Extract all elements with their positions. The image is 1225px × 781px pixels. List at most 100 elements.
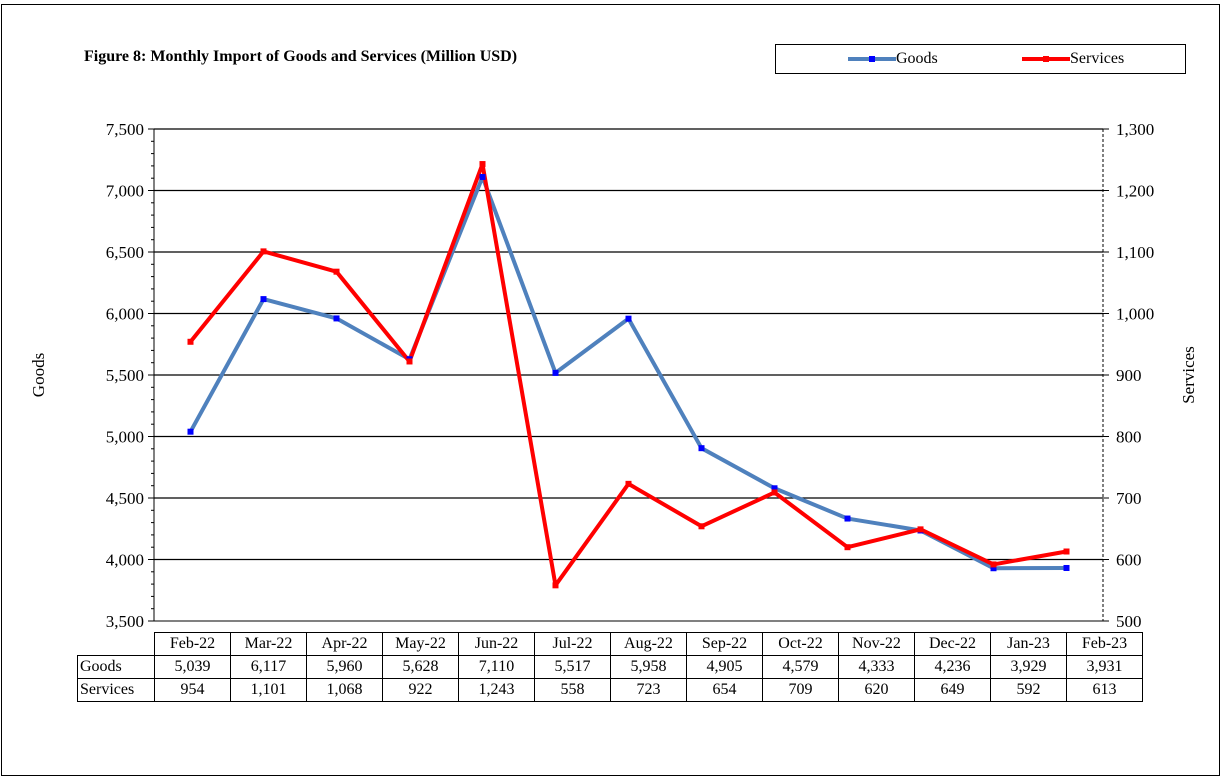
- table-cell: 5,628: [382, 655, 459, 679]
- table-row: Goods 5,039 6,117 5,960 5,628 7,110 5,517 5,958…: [77, 655, 1143, 679]
- table-row-label: Services: [77, 678, 155, 702]
- y2-tick-label: 800: [1116, 428, 1142, 447]
- table-cell: 649: [914, 678, 991, 702]
- category-label: Feb-22: [154, 632, 231, 656]
- table-cell: 592: [990, 678, 1067, 702]
- services-point: [333, 268, 340, 275]
- table-cell: 5,517: [534, 655, 611, 679]
- table-cell: 3,931: [1066, 655, 1143, 679]
- goods-point: [479, 173, 486, 180]
- y-tick-label: 6,500: [106, 243, 144, 262]
- y-tick-label: 4,000: [106, 551, 144, 570]
- table-cell: 954: [154, 678, 231, 702]
- y2-tick-label: 500: [1116, 612, 1142, 631]
- goods-point: [771, 485, 778, 492]
- services-point: [844, 544, 851, 551]
- table-cell: 5,958: [610, 655, 687, 679]
- table-row: Services 954 1,101 1,068 922 1,243 558 723 654 70…: [77, 678, 1143, 702]
- category-label: Aug-22: [610, 632, 687, 656]
- legend-item-goods: Goods: [848, 49, 938, 69]
- category-label: Dec-22: [914, 632, 991, 656]
- table-cell: 6,117: [230, 655, 307, 679]
- table-cell: 5,039: [154, 655, 231, 679]
- y2-tick-label: 900: [1116, 366, 1142, 385]
- goods-point: [333, 315, 340, 322]
- table-corner: [77, 632, 155, 656]
- services-point: [1063, 548, 1070, 555]
- services-point: [771, 489, 778, 496]
- y-tick-label: 5,500: [106, 366, 144, 385]
- table-cell: 1,101: [230, 678, 307, 702]
- category-label: Sep-22: [686, 632, 763, 656]
- y-tick-label: 4,500: [106, 489, 144, 508]
- y2-tick-label: 700: [1116, 489, 1142, 508]
- legend-swatch-services: [1022, 49, 1070, 69]
- goods-point: [844, 515, 851, 522]
- y-axis-title: Goods: [29, 353, 48, 397]
- goods-point: [187, 428, 194, 435]
- y-tick-label: 5,000: [106, 428, 144, 447]
- services-point: [260, 248, 267, 255]
- table-row-label: Goods: [77, 655, 155, 679]
- legend-item-services: Services: [1022, 49, 1124, 69]
- category-label: Jan-23: [990, 632, 1067, 656]
- category-label: Feb-23: [1066, 632, 1143, 656]
- goods-point: [625, 315, 632, 322]
- table-cell: 1,243: [458, 678, 535, 702]
- y-tick-label: 7,500: [106, 120, 144, 139]
- table-cell: 613: [1066, 678, 1143, 702]
- table-cell: 654: [686, 678, 763, 702]
- table-cell: 3,929: [990, 655, 1067, 679]
- table-cell: 4,236: [914, 655, 991, 679]
- y-tick-label: 7,000: [106, 182, 144, 201]
- legend-label-services: Services: [1070, 50, 1125, 67]
- legend-label-goods: Goods: [896, 50, 938, 67]
- services-point: [187, 338, 194, 345]
- category-label: May-22: [382, 632, 459, 656]
- legend-swatch-goods: [848, 49, 896, 69]
- category-label: Jul-22: [534, 632, 611, 656]
- y-tick-label: 6,000: [106, 305, 144, 324]
- goods-point: [260, 296, 267, 303]
- y-tick-label: 3,500: [106, 612, 144, 631]
- table-cell: 4,333: [838, 655, 915, 679]
- table-cell: 922: [382, 678, 459, 702]
- category-label: Jun-22: [458, 632, 535, 656]
- table-cell: 7,110: [458, 655, 535, 679]
- table-cell: 620: [838, 678, 915, 702]
- y2-tick-label: 1,300: [1116, 120, 1154, 139]
- services-point: [552, 582, 559, 589]
- legend: Goods Services: [775, 44, 1186, 74]
- data-table: Feb-22 Mar-22 Apr-22 May-22 Jun-22 Jul-22 Aug-…: [77, 632, 1143, 702]
- goods-point: [990, 565, 997, 572]
- y2-tick-label: 1,100: [1116, 243, 1154, 262]
- chart-title: Figure 8: Monthly Import of Goods and Se…: [84, 48, 518, 65]
- y2-axis-title: Services: [1179, 346, 1198, 404]
- services-point: [917, 526, 924, 533]
- services-point: [625, 480, 632, 487]
- y2-tick-label: 600: [1116, 551, 1142, 570]
- series-line-goods: [188, 174, 1067, 571]
- services-point: [479, 161, 486, 168]
- table-cell: 709: [762, 678, 839, 702]
- services-point: [406, 358, 413, 365]
- goods-point: [698, 445, 705, 452]
- category-label: Oct-22: [762, 632, 839, 656]
- services-point: [990, 561, 997, 568]
- table-cell: 5,960: [306, 655, 383, 679]
- services-point: [698, 523, 705, 530]
- table-cell: 1,068: [306, 678, 383, 702]
- y2-tick-label: 1,000: [1116, 305, 1154, 324]
- goods-point: [1063, 564, 1070, 571]
- y2-tick-label: 1,200: [1116, 182, 1154, 201]
- table-cell: 4,905: [686, 655, 763, 679]
- category-label: Apr-22: [306, 632, 383, 656]
- table-cell: 558: [534, 678, 611, 702]
- category-label: Nov-22: [838, 632, 915, 656]
- category-label: Mar-22: [230, 632, 307, 656]
- table-cell: 4,579: [762, 655, 839, 679]
- table-cell: 723: [610, 678, 687, 702]
- chart-frame: [1, 4, 1220, 776]
- goods-point: [552, 369, 559, 376]
